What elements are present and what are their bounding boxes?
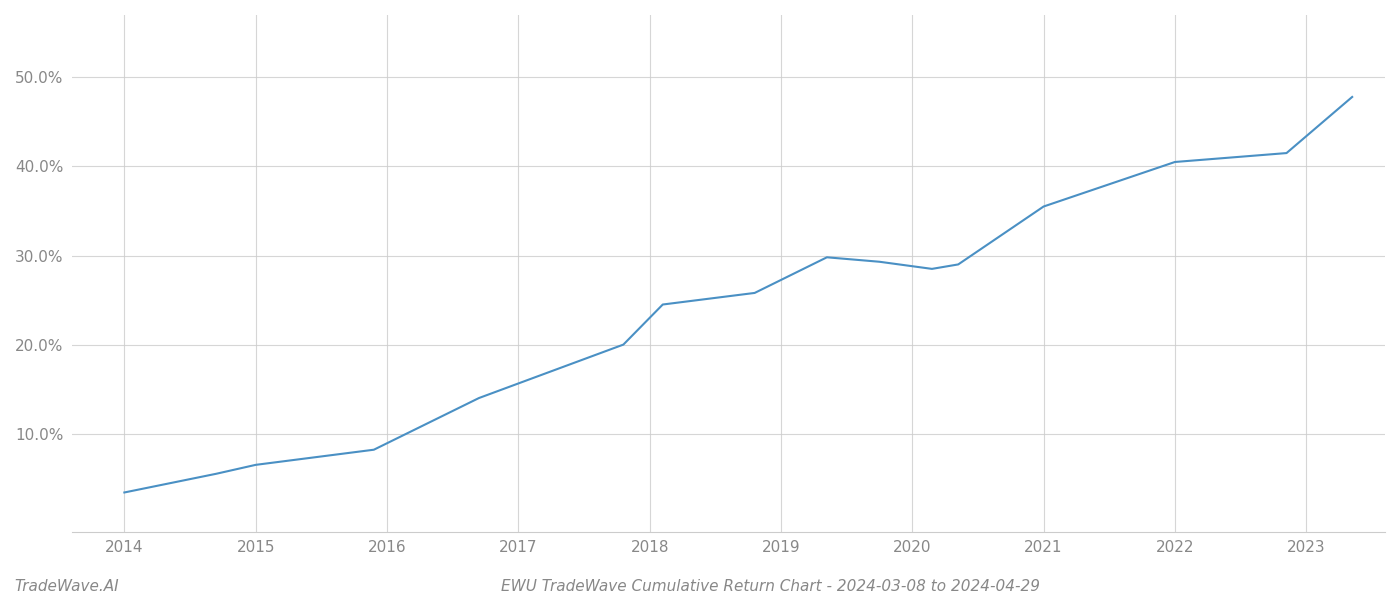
Text: TradeWave.AI: TradeWave.AI — [14, 579, 119, 594]
Text: EWU TradeWave Cumulative Return Chart - 2024-03-08 to 2024-04-29: EWU TradeWave Cumulative Return Chart - … — [501, 579, 1039, 594]
